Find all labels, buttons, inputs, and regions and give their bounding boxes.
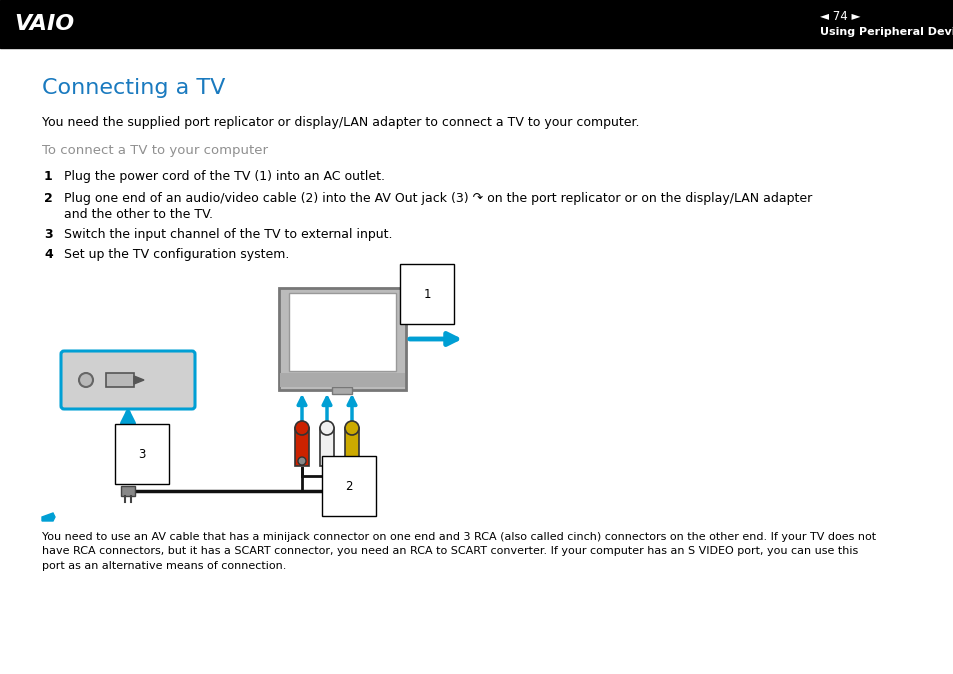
Text: 4: 4 xyxy=(44,248,52,261)
Circle shape xyxy=(323,457,331,465)
Bar xyxy=(289,293,395,371)
Text: Switch the input channel of the TV to external input.: Switch the input channel of the TV to ex… xyxy=(64,228,392,241)
Text: Connecting a TV: Connecting a TV xyxy=(42,78,225,98)
Bar xyxy=(294,428,309,466)
Bar xyxy=(106,373,133,387)
Circle shape xyxy=(348,457,355,465)
Text: VAIO: VAIO xyxy=(14,14,74,34)
Text: 1: 1 xyxy=(423,288,431,301)
Text: 3: 3 xyxy=(138,448,146,460)
Text: Plug the power cord of the TV (1) into an AC outlet.: Plug the power cord of the TV (1) into a… xyxy=(64,170,385,183)
Bar xyxy=(319,428,334,466)
Text: To connect a TV to your computer: To connect a TV to your computer xyxy=(42,144,268,157)
Text: You need the supplied port replicator or display/LAN adapter to connect a TV to : You need the supplied port replicator or… xyxy=(42,116,639,129)
Circle shape xyxy=(79,373,92,387)
Polygon shape xyxy=(42,513,55,521)
Bar xyxy=(332,387,352,394)
Bar xyxy=(121,486,135,496)
Text: 2: 2 xyxy=(44,192,52,205)
FancyBboxPatch shape xyxy=(61,351,194,409)
Polygon shape xyxy=(133,376,144,384)
Circle shape xyxy=(319,421,334,435)
Text: 3: 3 xyxy=(44,228,52,241)
Text: 1: 1 xyxy=(44,170,52,183)
Bar xyxy=(0,0,953,48)
Bar xyxy=(280,373,405,387)
Text: Using Peripheral Devices: Using Peripheral Devices xyxy=(820,27,953,37)
Text: Plug one end of an audio/video cable (2) into the AV Out jack (3) ↷ on the port : Plug one end of an audio/video cable (2)… xyxy=(64,192,811,205)
Text: Set up the TV configuration system.: Set up the TV configuration system. xyxy=(64,248,289,261)
Text: ◄ 74 ►: ◄ 74 ► xyxy=(820,9,860,22)
Circle shape xyxy=(294,421,309,435)
FancyBboxPatch shape xyxy=(278,288,406,390)
Circle shape xyxy=(345,421,358,435)
Text: and the other to the TV.: and the other to the TV. xyxy=(64,208,213,221)
Circle shape xyxy=(297,457,306,465)
Text: 2: 2 xyxy=(345,479,353,493)
Text: You need to use an AV cable that has a minijack connector on one end and 3 RCA (: You need to use an AV cable that has a m… xyxy=(42,532,875,571)
Bar xyxy=(345,428,358,466)
